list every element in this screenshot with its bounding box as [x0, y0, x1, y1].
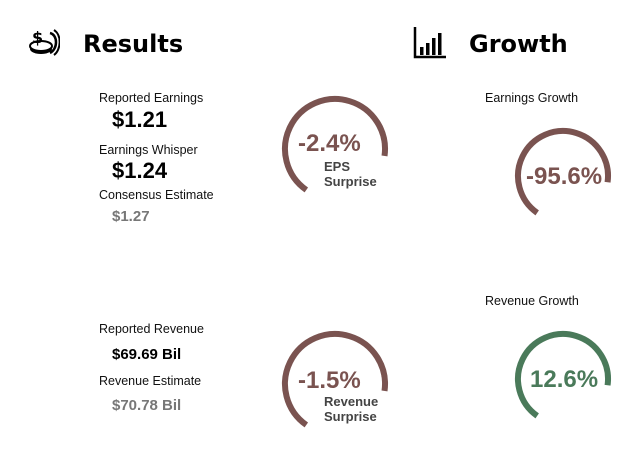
growth-title: Growth: [469, 30, 568, 58]
consensus-estimate-label: Consensus Estimate: [99, 188, 214, 202]
eps-surprise-label-line1: EPS: [324, 159, 351, 174]
revenue-estimate-value: $70.78 Bil: [112, 397, 182, 414]
earnings-whisper-value: $1.24: [112, 158, 168, 183]
revenue-growth-gauge: 12.6%: [513, 329, 613, 429]
earnings-whisper-label: Earnings Whisper: [99, 143, 198, 157]
revenue-growth-label: Revenue Growth: [485, 294, 579, 308]
earnings-growth-gauge: -95.6%: [513, 126, 613, 226]
svg-text:$: $: [32, 28, 43, 47]
reported-revenue-label: Reported Revenue: [99, 322, 204, 336]
eps-surprise-label-line2: Surprise: [324, 173, 377, 189]
eps-surprise-label: EPS Surprise: [324, 159, 377, 190]
eps-surprise-value: -2.4%: [298, 130, 361, 157]
revenue-surprise-arc: [282, 331, 388, 428]
revenue-surprise-label-line1: Revenue: [324, 394, 379, 409]
revenue-surprise-label-line2: Surprise: [324, 408, 377, 424]
earnings-growth-label: Earnings Growth: [485, 91, 579, 105]
revenue-surprise-gauge: -1.5% Revenue Surprise: [280, 329, 390, 439]
revenue-growth-arc: [515, 331, 611, 419]
eps-surprise-gauge: -2.4% EPS Surprise: [280, 94, 390, 204]
reported-earnings-label: Reported Earnings: [99, 91, 204, 105]
revenue-surprise-label: Revenue Surprise: [324, 394, 379, 425]
eps-surprise-arc: [282, 96, 388, 193]
earnings-growth-arc: [515, 128, 611, 216]
revenue-estimate-label: Revenue Estimate: [99, 374, 202, 388]
revenue-growth-value: 12.6%: [530, 366, 599, 393]
revenue-surprise-value: -1.5%: [298, 367, 361, 394]
consensus-estimate-value: $1.27: [112, 208, 150, 225]
money-icon: $: [28, 27, 60, 57]
reported-earnings-value: $1.21: [112, 107, 168, 132]
results-title: Results: [83, 30, 184, 58]
bar-chart-icon: [413, 25, 447, 59]
earnings-growth-value: -95.6%: [526, 163, 603, 190]
reported-revenue-value: $69.69 Bil: [112, 346, 182, 363]
